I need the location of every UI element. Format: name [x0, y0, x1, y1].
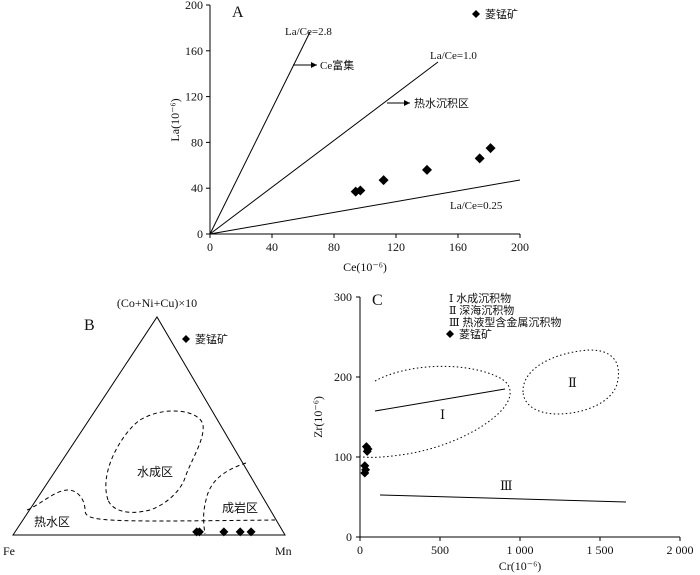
data-point	[355, 185, 366, 196]
panel-c-legend-marker	[446, 330, 454, 338]
y-tick-label: 200	[185, 0, 203, 12]
panel-c-x-ticks: 0 500 1 000 1 500 2 000	[357, 537, 694, 557]
panel-c-y-label: Zr(10⁻⁶)	[311, 396, 325, 438]
ratio-line-2-8	[209, 31, 311, 235]
ratio-label-0-25: La/Ce=0.25	[450, 200, 503, 212]
x-tick-label: 1 000	[507, 543, 534, 557]
x-tick-label: 0	[357, 543, 363, 557]
ratio-line-0-25	[209, 179, 521, 235]
x-tick-label: 500	[431, 543, 449, 557]
region-iii-label: Ⅲ	[500, 478, 513, 493]
panel-c: C 0 500 1 000 1 500 2 000 0 100 200 300 Cr(10⁻⁶…	[311, 290, 694, 573]
panel-a-y-label: La(10⁻⁶)	[168, 98, 182, 141]
data-point	[194, 527, 204, 537]
x-tick-label: 0	[207, 240, 213, 254]
region-i-label: Ⅰ	[440, 407, 445, 422]
legend-line-iii: Ⅲ 热液型含金属沉积物	[449, 315, 561, 329]
panel-c-letter: C	[372, 292, 383, 309]
x-tick-label: 1 500	[587, 543, 614, 557]
ternary-triangle	[12, 316, 286, 536]
y-tick-label: 0	[197, 227, 203, 241]
hydrothermal-field-boundary	[26, 489, 276, 522]
ratio-label-1-0: La/Ce=1.0	[430, 50, 477, 62]
data-point	[378, 175, 389, 186]
y-tick-label: 200	[334, 370, 352, 384]
x-tick-label: 80	[328, 240, 340, 254]
data-point	[219, 527, 229, 537]
data-point	[362, 446, 372, 456]
panel-a-x-ticks: 0 40 80 120 160 200	[207, 234, 529, 254]
data-point	[485, 143, 496, 154]
apex-label-left: Fe	[3, 544, 15, 558]
region-i-line	[374, 388, 506, 412]
apex-label-top: (Co+Ni+Cu)×10	[117, 296, 197, 310]
data-point	[474, 153, 485, 164]
x-tick-label: 160	[449, 240, 467, 254]
hydrothermal-zone-label: 热水沉积区	[414, 97, 469, 110]
region-ii-label: Ⅱ	[568, 375, 577, 390]
ce-enrichment-arrowhead	[311, 62, 317, 68]
panel-c-x-label: Cr(10⁻⁶)	[499, 559, 542, 573]
ratio-label-2-8: La/Ce=2.8	[285, 26, 332, 38]
apex-label-right: Mn	[275, 544, 292, 558]
region-iii-line	[379, 494, 627, 503]
x-tick-label: 40	[266, 240, 278, 254]
data-point	[246, 527, 256, 537]
region-i-boundary	[359, 365, 511, 458]
field-label-diagenetic: 成岩区	[222, 500, 258, 515]
panel-a-y-ticks: 0 40 80 120 160 200	[185, 0, 210, 241]
field-label-aqueous: 水成区	[137, 465, 173, 479]
y-tick-label: 300	[334, 290, 352, 304]
panel-a-letter: A	[232, 4, 244, 21]
x-tick-label: 200	[511, 240, 529, 254]
panel-b-points	[192, 527, 256, 537]
panel-b-letter: B	[84, 317, 95, 334]
panel-c-y-ticks: 0 100 200 300	[334, 290, 360, 544]
panel-c-points	[360, 442, 373, 478]
y-tick-label: 100	[334, 450, 352, 464]
panel-a-x-label: Ce(10⁻⁶)	[343, 260, 387, 274]
x-tick-label: 120	[387, 240, 405, 254]
legend-line-i: Ⅰ 水成沉积物	[449, 291, 511, 305]
aqueous-field-boundary	[105, 410, 204, 513]
ce-enrichment-label: Ce富集	[320, 58, 354, 72]
y-tick-label: 80	[191, 135, 203, 149]
data-point	[422, 164, 432, 175]
panel-c-legend-label: 菱锰矿	[459, 327, 492, 341]
panel-a-points	[350, 143, 496, 197]
legend-line-ii: Ⅱ 深海沉积物	[449, 303, 514, 317]
panel-b-legend-marker	[182, 335, 190, 343]
panel-a-legend-marker	[472, 10, 480, 18]
diagenetic-field-boundary	[203, 462, 247, 535]
panel-b-legend-label: 菱锰矿	[195, 332, 228, 346]
field-label-hydrothermal: 热水区	[34, 515, 70, 529]
y-tick-label: 120	[185, 90, 203, 104]
panel-a: A 0 40 80 120 160 200 0 40 80 120 160 200 Ce(10⁻⁶)…	[168, 0, 529, 274]
panel-b: B (Co+Ni+Cu)×10 Fe Mn 水成区 热水区 成岩区 菱锰矿	[3, 296, 292, 558]
data-point	[360, 468, 370, 478]
data-point	[235, 527, 245, 537]
hydrothermal-arrowhead	[404, 100, 410, 106]
y-tick-label: 0	[346, 530, 352, 544]
y-tick-label: 40	[191, 181, 203, 195]
panel-a-legend-label: 菱锰矿	[485, 7, 518, 21]
x-tick-label: 2 000	[667, 543, 694, 557]
ratio-line-1-0	[209, 61, 439, 235]
y-tick-label: 160	[185, 44, 203, 58]
